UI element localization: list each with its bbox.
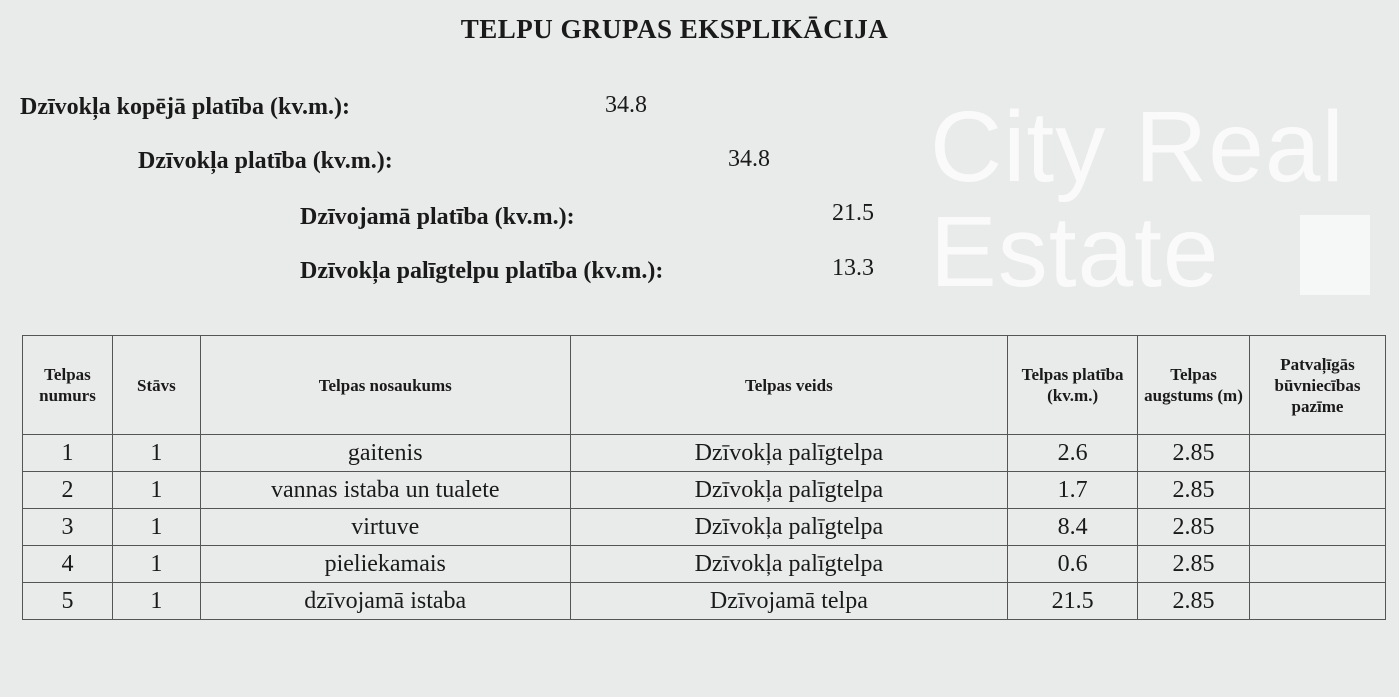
cell-room-number: 2 [22, 471, 113, 509]
cell-room-name: virtuve [199, 508, 571, 546]
watermark-logo [1300, 215, 1370, 295]
cell-unauthorized-construction [1249, 545, 1386, 583]
cell-room-area: 8.4 [1007, 508, 1139, 546]
cell-unauthorized-construction [1249, 582, 1386, 620]
cell-unauthorized-construction [1249, 508, 1386, 546]
living-area-value: 21.5 [832, 200, 874, 226]
header-room-number: Telpas numurs [22, 335, 113, 435]
header-floor: Stāvs [111, 335, 201, 435]
cell-floor: 1 [111, 508, 201, 546]
cell-room-area: 1.7 [1007, 471, 1139, 509]
auxiliary-area-label: Dzīvokļa palīgtelpu platība (kv.m.): [300, 258, 664, 284]
cell-room-height: 2.85 [1137, 508, 1250, 546]
cell-room-type: Dzīvojamā telpa [569, 582, 1009, 620]
cell-room-number: 5 [22, 582, 113, 620]
table-row: 4 1 pieliekamais Dzīvokļa palīgtelpa 0.6 2.85 [22, 545, 1386, 583]
total-area-value: 34.8 [605, 92, 647, 118]
cell-room-name: gaitenis [199, 434, 571, 472]
cell-room-area: 2.6 [1007, 434, 1139, 472]
living-area-label: Dzīvojamā platība (kv.m.): [300, 204, 575, 230]
rooms-table: Telpas numurs Stāvs Telpas nosaukums Tel… [22, 335, 1386, 620]
table-row: 1 1 gaitenis Dzīvokļa palīgtelpa 2.6 2.85 [22, 434, 1386, 472]
cell-room-type: Dzīvokļa palīgtelpa [569, 434, 1009, 472]
header-room-type: Telpas veids [569, 335, 1009, 435]
table-row: 5 1 dzīvojamā istaba Dzīvojamā telpa 21.5 2.8… [22, 582, 1386, 620]
cell-unauthorized-construction [1249, 434, 1386, 472]
cell-floor: 1 [111, 545, 201, 583]
apartment-area-label: Dzīvokļa platība (kv.m.): [138, 148, 393, 174]
cell-room-name: pieliekamais [199, 545, 571, 583]
cell-room-area: 0.6 [1007, 545, 1139, 583]
cell-room-height: 2.85 [1137, 434, 1250, 472]
cell-unauthorized-construction [1249, 471, 1386, 509]
header-room-name: Telpas nosaukums [199, 335, 571, 435]
header-room-height: Telpas augstums (m) [1137, 335, 1250, 435]
cell-room-type: Dzīvokļa palīgtelpa [569, 545, 1009, 583]
table-header-row: Telpas numurs Stāvs Telpas nosaukums Tel… [22, 335, 1386, 435]
cell-room-number: 4 [22, 545, 113, 583]
table-row: 3 1 virtuve Dzīvokļa palīgtelpa 8.4 2.85 [22, 508, 1386, 546]
header-room-area: Telpas platība (kv.m.) [1007, 335, 1139, 435]
cell-room-type: Dzīvokļa palīgtelpa [569, 471, 1009, 509]
cell-room-number: 3 [22, 508, 113, 546]
auxiliary-area-value: 13.3 [832, 255, 874, 281]
cell-room-name: vannas istaba un tualete [199, 471, 571, 509]
document-title: TELPU GRUPAS EKSPLIKĀCIJA [0, 14, 1399, 45]
total-area-label: Dzīvokļa kopējā platība (kv.m.): [20, 94, 351, 120]
cell-floor: 1 [111, 471, 201, 509]
cell-room-height: 2.85 [1137, 471, 1250, 509]
cell-floor: 1 [111, 434, 201, 472]
cell-room-height: 2.85 [1137, 545, 1250, 583]
header-unauthorized-construction: Patvaļīgās būvniecības pazīme [1249, 335, 1386, 435]
cell-room-area: 21.5 [1007, 582, 1139, 620]
table-row: 2 1 vannas istaba un tualete Dzīvokļa palīg… [22, 471, 1386, 509]
apartment-area-value: 34.8 [728, 146, 770, 172]
cell-room-number: 1 [22, 434, 113, 472]
title-text: TELPU GRUPAS EKSPLIKĀCIJA [460, 14, 889, 44]
cell-room-height: 2.85 [1137, 582, 1250, 620]
cell-floor: 1 [111, 582, 201, 620]
cell-room-name: dzīvojamā istaba [199, 582, 571, 620]
cell-room-type: Dzīvokļa palīgtelpa [569, 508, 1009, 546]
